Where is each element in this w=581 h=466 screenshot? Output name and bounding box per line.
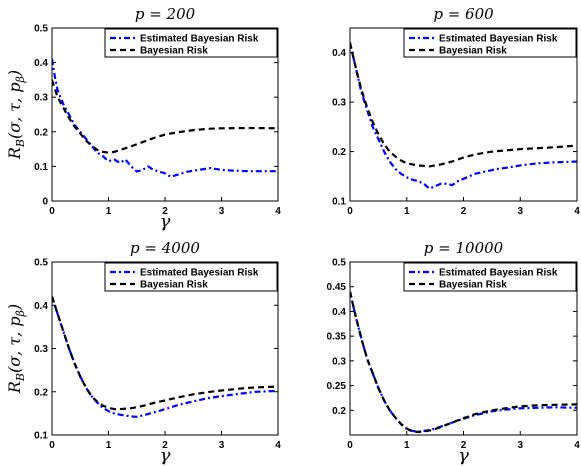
legend-label: Estimated Bayesian Risk xyxy=(439,34,558,45)
y-tick-label: 0.4 xyxy=(34,301,48,312)
chart-title: p = 200 xyxy=(135,5,196,23)
x-tick-label: 1 xyxy=(404,206,410,217)
y-tick-label: 0.3 xyxy=(332,98,346,109)
y-tick-label: 0.3 xyxy=(34,93,48,104)
y-axis-label: RB(σ, τ, pβ) xyxy=(5,304,27,394)
chart-panel-3: p = 4000 0 1 2 3 4 0.1 0.2 0.3 0.4 0.5 γ RB(σ, τ, pβ… xyxy=(5,239,281,466)
series-group xyxy=(52,296,278,418)
y-tick-label: 0.5 xyxy=(34,258,48,269)
legend-label: Bayesian Risk xyxy=(140,46,208,57)
y-axis-label: RB(σ, τ, pβ) xyxy=(5,70,27,160)
x-tick-label: 2 xyxy=(461,206,467,217)
x-axis-label: γ xyxy=(458,445,469,466)
series-line-bayesian-risk xyxy=(52,296,278,411)
y-tick-label: 0.35 xyxy=(327,332,347,343)
legend-box xyxy=(104,28,278,58)
y-tick-label: 0.2 xyxy=(34,387,48,398)
series-line-bayesian-risk xyxy=(350,291,577,434)
y-tick-label: 0.5 xyxy=(332,258,346,269)
legend-label: Bayesian Risk xyxy=(140,280,208,291)
series-line-estimated-bayesian-risk xyxy=(52,58,278,178)
series-line-bayesian-risk xyxy=(350,42,577,168)
x-tick-label: 3 xyxy=(219,440,225,451)
series-line-bayesian-risk xyxy=(52,79,278,154)
chart-panel-4: p = 10000 0 1 2 3 4 0.2 0.25 0.3 0.35 0.4 0.45 0.5 γ E… xyxy=(327,239,581,466)
chart-panel-2: p = 600 0 1 2 3 4 0.1 0.2 0.3 0.4 Estimated Bayesi… xyxy=(332,5,580,217)
series-group xyxy=(350,42,577,190)
y-tick-label: 0.1 xyxy=(34,431,48,442)
chart-title: p = 4000 xyxy=(130,239,200,257)
chart-panel-1: p = 200 0 1 2 3 4 0 0.1 0.2 0.3 0.4 0.5 γ RB(σ, τ, pβ… xyxy=(5,5,281,232)
y-tick-label: 0.1 xyxy=(332,197,346,208)
x-tick-label: 0 xyxy=(49,440,55,451)
y-tick-label: 0.4 xyxy=(34,58,48,69)
y-tick-label: 0.25 xyxy=(327,381,347,392)
legend-label: Estimated Bayesian Risk xyxy=(140,34,259,45)
x-tick-label: 0 xyxy=(347,440,353,451)
x-tick-label: 1 xyxy=(106,206,112,217)
y-tick-label: 0.2 xyxy=(34,127,48,138)
x-tick-label: 4 xyxy=(275,440,281,451)
legend-box xyxy=(403,262,577,292)
y-tick-label: 0.3 xyxy=(332,356,346,367)
x-tick-label: 4 xyxy=(275,206,281,217)
x-tick-label: 3 xyxy=(219,206,225,217)
x-tick-label: 1 xyxy=(404,440,410,451)
chart-title: p = 10000 xyxy=(424,239,504,257)
y-tick-label: 0.3 xyxy=(34,344,48,355)
y-tick-label: 0.4 xyxy=(332,48,346,59)
y-tick-label: 0.4 xyxy=(332,307,346,318)
x-tick-label: 3 xyxy=(517,440,523,451)
series-group xyxy=(52,58,278,178)
y-tick-label: 0.5 xyxy=(34,24,48,35)
y-tick-label: 0.1 xyxy=(34,162,48,173)
legend-label: Estimated Bayesian Risk xyxy=(140,268,259,279)
y-tick-label: 0.2 xyxy=(332,147,346,158)
legend-label: Estimated Bayesian Risk xyxy=(439,268,558,279)
series-line-estimated-bayesian-risk xyxy=(350,42,577,190)
x-tick-label: 2 xyxy=(162,440,168,451)
y-tick-label: 0 xyxy=(42,197,48,208)
y-tick-label: 0.2 xyxy=(332,406,346,417)
legend-box xyxy=(403,28,577,58)
x-tick-label: 3 xyxy=(517,206,523,217)
legend-box xyxy=(104,262,278,292)
series-line-estimated-bayesian-risk xyxy=(52,296,278,418)
x-tick-label: 4 xyxy=(574,440,580,451)
series-group xyxy=(350,291,577,434)
x-tick-label: 4 xyxy=(574,206,580,217)
legend-label: Bayesian Risk xyxy=(439,46,507,57)
x-tick-label: 2 xyxy=(461,440,467,451)
series-line-estimated-bayesian-risk xyxy=(350,291,577,433)
x-tick-label: 1 xyxy=(106,440,112,451)
legend-label: Bayesian Risk xyxy=(439,280,507,291)
x-tick-label: 0 xyxy=(49,206,55,217)
x-tick-label: 0 xyxy=(347,206,353,217)
x-tick-label: 2 xyxy=(162,206,168,217)
y-tick-label: 0.45 xyxy=(327,282,347,293)
x-axis-label: γ xyxy=(160,445,171,466)
x-axis-label: γ xyxy=(160,211,171,232)
chart-title: p = 600 xyxy=(433,5,494,23)
